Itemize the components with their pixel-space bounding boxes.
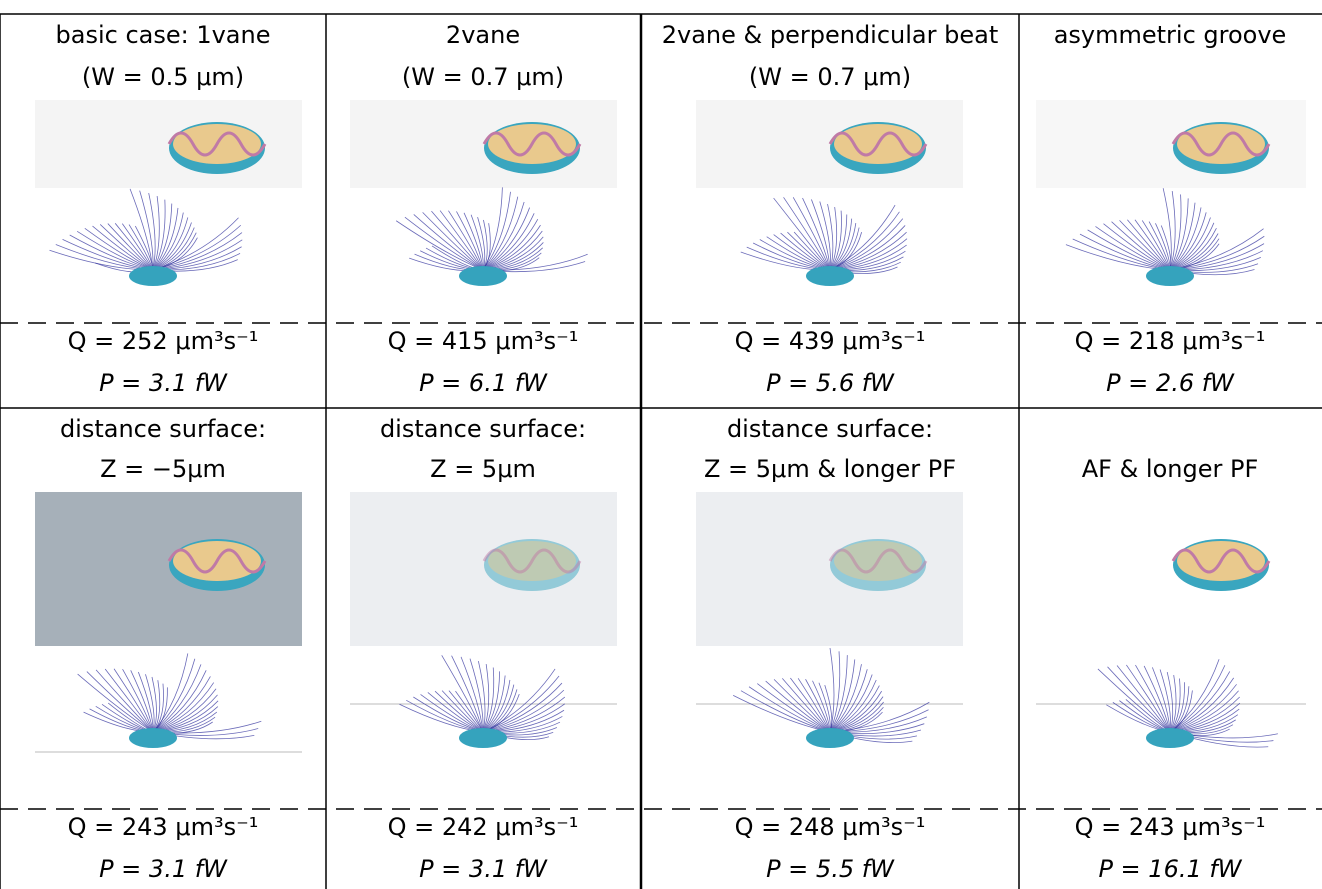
panel: basic case: 1vane (W = 0.5 μm) Q = 252 μm³… <box>35 21 302 397</box>
cell-small <box>806 728 854 748</box>
streamline <box>793 197 830 270</box>
streamline <box>440 211 483 270</box>
power: P = 16.1 fW <box>1098 855 1242 883</box>
streamline <box>123 669 153 732</box>
panel-title: Z = −5μm <box>100 455 226 483</box>
streamline <box>830 207 837 270</box>
panel: asymmetric groove Q = 218 μm³s⁻¹ P = 2.6 f… <box>1036 21 1306 397</box>
streamline <box>442 691 483 732</box>
streamline <box>830 669 867 732</box>
figure: basic case: 1vane (W = 0.5 μm) Q = 252 μm³… <box>0 0 1322 889</box>
panel-title: distance surface: <box>380 415 586 443</box>
streamline <box>100 224 153 270</box>
streamline <box>830 691 882 732</box>
power: P = 3.1 fW <box>419 855 548 883</box>
cell-small <box>806 266 854 286</box>
panel: 2vane & perpendicular beat (W = 0.7 μm) Q … <box>662 21 999 397</box>
streamline <box>1080 234 1170 270</box>
panel-title: Z = 5μm & longer PF <box>704 455 956 483</box>
flow-rate: Q = 248 μm³s⁻¹ <box>735 813 926 841</box>
flow-rate: Q = 243 μm³s⁻¹ <box>1075 813 1266 841</box>
power: P = 3.1 fW <box>99 369 228 397</box>
power: P = 5.5 fW <box>766 855 895 883</box>
power: P = 2.6 fW <box>1106 369 1235 397</box>
streamline <box>766 681 830 732</box>
cell-small <box>459 266 507 286</box>
cell-small <box>129 266 177 286</box>
panel: distance surface: Z = −5μm Q = 243 μm³s⁻¹ P… <box>35 415 302 883</box>
panel-title: (W = 0.7 μm) <box>749 63 911 91</box>
panel-title: distance surface: <box>727 415 933 443</box>
flow-rate: Q = 242 μm³s⁻¹ <box>388 813 579 841</box>
panel-title: Z = 5μm <box>430 455 536 483</box>
streamline <box>414 214 483 270</box>
panel-title: AF & longer PF <box>1082 455 1259 483</box>
streamline <box>153 664 201 732</box>
panel-title: (W = 0.5 μm) <box>82 63 244 91</box>
streamline <box>1135 665 1170 732</box>
flow-rate: Q = 243 μm³s⁻¹ <box>68 813 259 841</box>
streamline <box>1142 220 1170 270</box>
flow-rate: Q = 218 μm³s⁻¹ <box>1075 327 1266 355</box>
streamline <box>825 685 832 732</box>
flow-rate: Q = 439 μm³s⁻¹ <box>735 327 926 355</box>
panel-title: (W = 0.7 μm) <box>402 63 564 91</box>
flow-rate: Q = 415 μm³s⁻¹ <box>388 327 579 355</box>
cell-small <box>1146 266 1194 286</box>
power: P = 3.1 fW <box>99 855 228 883</box>
panel: 2vane (W = 0.7 μm) Q = 415 μm³s⁻¹ P = 6.1 f… <box>350 21 617 397</box>
panel-title: 2vane & perpendicular beat <box>662 21 999 49</box>
cell-small <box>1146 728 1194 748</box>
streamline <box>733 695 830 732</box>
streamline <box>448 211 483 270</box>
panel: distance surface: Z = 5μm Q = 242 μm³s⁻¹ P … <box>350 415 617 883</box>
cell-small <box>129 728 177 748</box>
streamline <box>483 202 524 270</box>
streamline <box>105 669 153 732</box>
streamline <box>114 669 153 732</box>
power: P = 6.1 fW <box>419 369 548 397</box>
streamline <box>87 672 153 732</box>
streamline <box>790 678 830 732</box>
power: P = 5.6 fW <box>766 369 895 397</box>
panel-title: 2vane <box>446 21 520 49</box>
panel-title: basic case: 1vane <box>56 21 271 49</box>
streamline <box>70 235 153 270</box>
streamline <box>483 192 510 270</box>
streamline <box>741 691 830 732</box>
panel-title: distance surface: <box>60 415 266 443</box>
flow-rate: Q = 252 μm³s⁻¹ <box>68 327 259 355</box>
streamline <box>153 208 178 270</box>
streamline <box>1098 669 1170 732</box>
streamline <box>483 187 502 270</box>
panel: distance surface: Z = 5μm & longer PF Q = … <box>696 415 963 883</box>
cell-small <box>459 728 507 748</box>
panel: AF & longer PF Q = 243 μm³s⁻¹ P = 16.1 fW <box>1036 455 1306 883</box>
panel-title: asymmetric groove <box>1054 21 1287 49</box>
